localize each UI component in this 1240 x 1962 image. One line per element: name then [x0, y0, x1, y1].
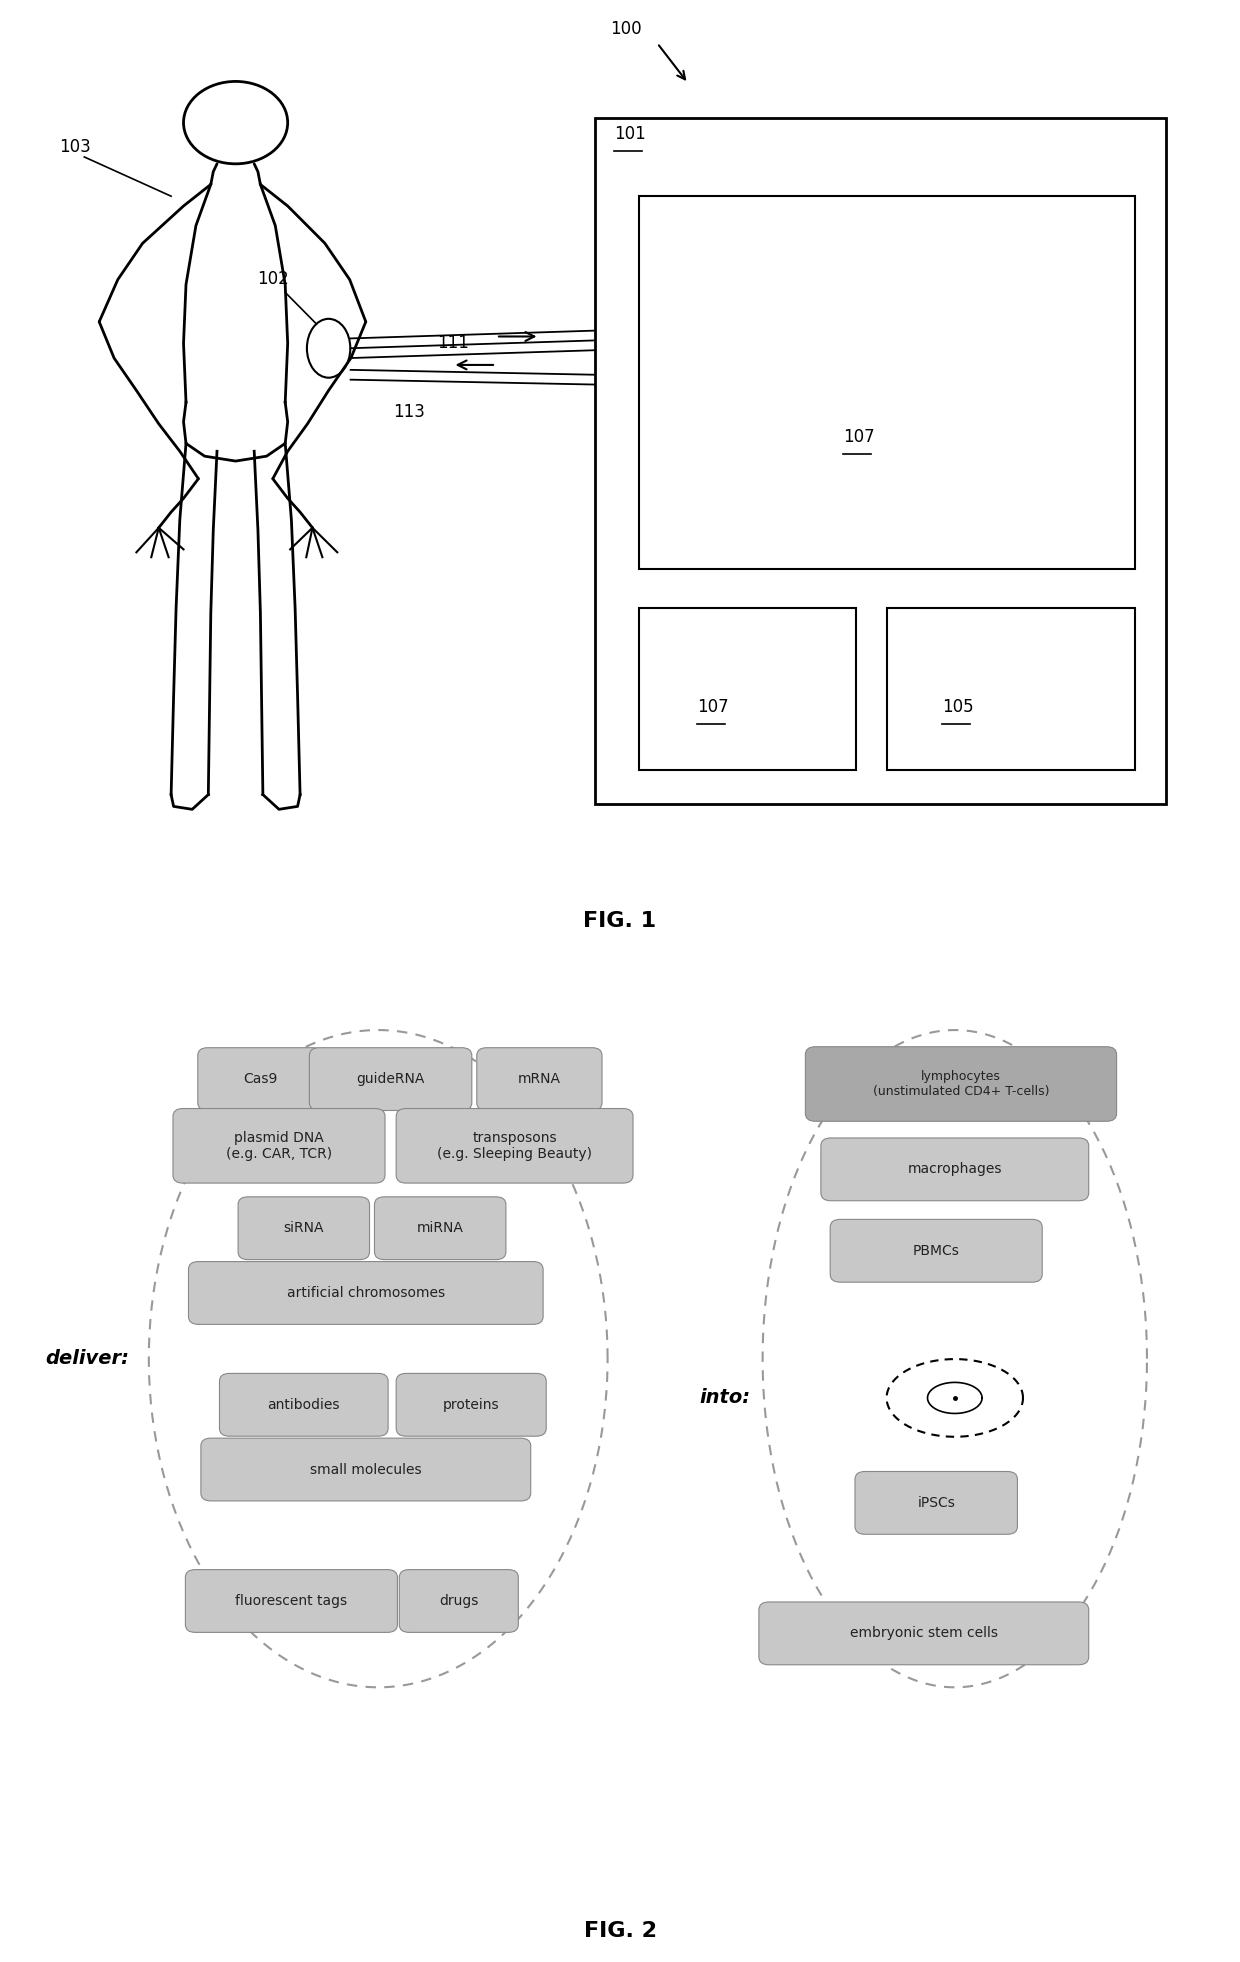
Text: siRNA: siRNA [284, 1220, 324, 1236]
Text: fluorescent tags: fluorescent tags [236, 1593, 347, 1609]
FancyBboxPatch shape [310, 1048, 471, 1110]
FancyBboxPatch shape [174, 1109, 384, 1183]
Text: artificial chromosomes: artificial chromosomes [286, 1285, 445, 1301]
Text: 111: 111 [436, 334, 469, 353]
Text: 103: 103 [60, 137, 92, 157]
Text: FIG. 2: FIG. 2 [584, 1921, 656, 1942]
Bar [639, 608, 856, 769]
FancyBboxPatch shape [188, 1262, 543, 1324]
FancyBboxPatch shape [759, 1601, 1089, 1664]
Text: proteins: proteins [443, 1397, 500, 1413]
Text: 100: 100 [610, 20, 642, 39]
Text: miRNA: miRNA [417, 1220, 464, 1236]
FancyBboxPatch shape [201, 1438, 531, 1501]
Bar [887, 608, 1135, 769]
FancyBboxPatch shape [806, 1048, 1116, 1120]
Text: 113: 113 [393, 402, 425, 422]
FancyBboxPatch shape [185, 1570, 397, 1632]
Text: small molecules: small molecules [310, 1462, 422, 1477]
Text: 107: 107 [697, 698, 729, 716]
Text: iPSCs: iPSCs [918, 1495, 955, 1511]
FancyBboxPatch shape [476, 1048, 603, 1110]
FancyBboxPatch shape [856, 1472, 1017, 1534]
FancyBboxPatch shape [831, 1220, 1042, 1283]
FancyBboxPatch shape [197, 1048, 322, 1110]
Text: Cas9: Cas9 [243, 1071, 278, 1087]
FancyBboxPatch shape [397, 1109, 632, 1183]
Text: plasmid DNA
(e.g. CAR, TCR): plasmid DNA (e.g. CAR, TCR) [226, 1130, 332, 1162]
Text: macrophages: macrophages [908, 1162, 1002, 1177]
Text: 102: 102 [257, 271, 289, 288]
FancyBboxPatch shape [219, 1373, 388, 1436]
Text: 105: 105 [942, 698, 975, 716]
Text: guideRNA: guideRNA [356, 1071, 425, 1087]
FancyBboxPatch shape [821, 1138, 1089, 1201]
Text: embryonic stem cells: embryonic stem cells [849, 1626, 998, 1640]
FancyBboxPatch shape [397, 1373, 546, 1436]
FancyBboxPatch shape [399, 1570, 518, 1632]
Text: into:: into: [699, 1389, 751, 1407]
Text: 107: 107 [843, 428, 875, 445]
FancyBboxPatch shape [374, 1197, 506, 1260]
Bar [595, 118, 1166, 804]
Text: lymphocytes
(unstimulated CD4+ T-cells): lymphocytes (unstimulated CD4+ T-cells) [873, 1069, 1049, 1099]
Text: PBMCs: PBMCs [913, 1244, 960, 1258]
FancyBboxPatch shape [238, 1197, 370, 1260]
Text: antibodies: antibodies [268, 1397, 340, 1413]
Text: 101: 101 [614, 126, 646, 143]
Text: FIG. 1: FIG. 1 [584, 910, 656, 932]
Text: transposons
(e.g. Sleeping Beauty): transposons (e.g. Sleeping Beauty) [438, 1130, 593, 1162]
Bar [639, 196, 1135, 569]
Text: deliver:: deliver: [45, 1350, 129, 1368]
Text: drugs: drugs [439, 1593, 479, 1609]
Text: mRNA: mRNA [518, 1071, 560, 1087]
